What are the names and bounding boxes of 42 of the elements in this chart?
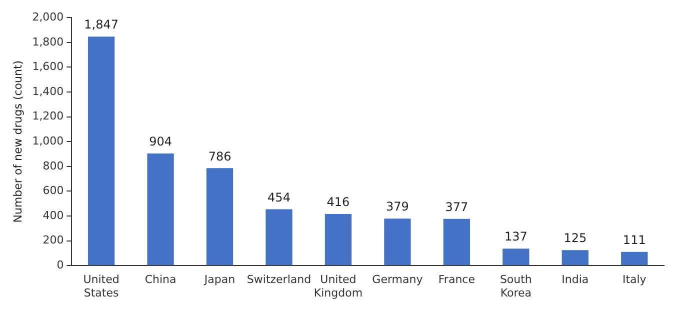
data-label: 786 bbox=[208, 149, 232, 164]
x-tick-label: South Korea bbox=[500, 273, 532, 300]
y-tick-label: 1,800 bbox=[32, 35, 64, 48]
bar bbox=[621, 252, 648, 266]
data-label: 377 bbox=[445, 200, 468, 214]
data-label: 904 bbox=[149, 134, 172, 149]
bar bbox=[266, 209, 292, 266]
bar bbox=[384, 218, 411, 266]
x-tick-label: United States bbox=[83, 273, 120, 300]
y-tick-label: 1,000 bbox=[32, 134, 64, 148]
y-tick-label: 0 bbox=[56, 258, 64, 272]
y-tick-label: 800 bbox=[42, 159, 64, 172]
bar bbox=[562, 250, 588, 266]
data-label: 111 bbox=[622, 232, 646, 247]
bar bbox=[147, 154, 174, 266]
x-tick-label: Italy bbox=[622, 273, 647, 286]
x-tick-label: Switzerland bbox=[246, 273, 312, 286]
bar bbox=[206, 168, 234, 266]
y-tick-label: 1,600 bbox=[32, 60, 64, 74]
bar bbox=[88, 36, 115, 266]
x-tick-label: Germany bbox=[372, 273, 424, 286]
bar bbox=[324, 214, 352, 266]
x-tick-label: Japan bbox=[203, 273, 236, 286]
x-tick-label: France bbox=[438, 273, 476, 286]
data-label: 379 bbox=[386, 200, 409, 214]
y-tick-label: 400 bbox=[42, 208, 64, 222]
data-label: 1,847 bbox=[84, 18, 118, 32]
y-axis-title: Number of new drugs (count) bbox=[11, 60, 24, 223]
y-tick-label: 1,200 bbox=[32, 110, 64, 123]
data-label: 416 bbox=[326, 195, 350, 210]
y-tick-label: 200 bbox=[42, 234, 64, 247]
y-tick-label: 2,000 bbox=[32, 10, 64, 24]
bar bbox=[443, 218, 470, 266]
x-tick-label: India bbox=[562, 273, 589, 286]
data-label: 454 bbox=[268, 190, 290, 204]
data-label: 137 bbox=[504, 230, 528, 244]
bar bbox=[502, 248, 530, 266]
data-label: 125 bbox=[564, 231, 587, 246]
x-tick-label: China bbox=[144, 273, 176, 286]
x-tick-label: United Kingdom bbox=[314, 273, 363, 300]
y-tick-label: 1,400 bbox=[32, 84, 64, 98]
y-tick-label: 600 bbox=[42, 184, 64, 198]
